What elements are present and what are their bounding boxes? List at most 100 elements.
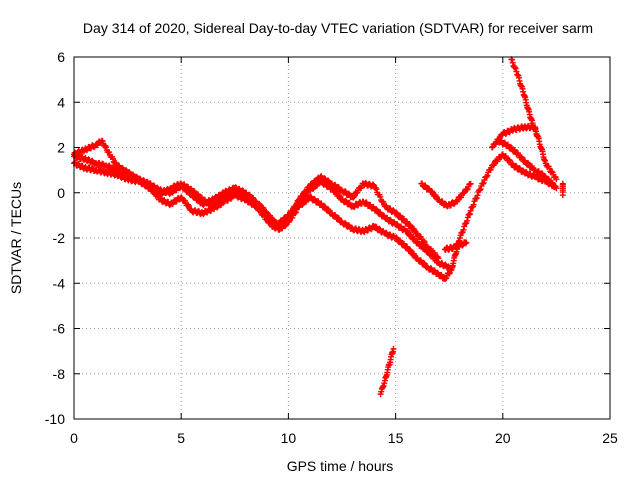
data-point <box>387 216 394 223</box>
x-tick-label: 0 <box>70 430 78 446</box>
data-point <box>368 226 375 233</box>
data-point <box>559 192 566 199</box>
y-axis-label: SDTVAR / TECUs <box>8 182 24 294</box>
y-tick-label: -8 <box>53 366 66 382</box>
y-tick-label: -10 <box>45 411 65 427</box>
y-tick-label: 2 <box>57 140 65 156</box>
data-point <box>463 239 470 246</box>
data-point <box>185 187 192 194</box>
data-point <box>200 211 207 218</box>
data-point <box>99 138 106 145</box>
data-point <box>479 180 486 187</box>
data-point <box>370 181 377 188</box>
data-point <box>534 133 541 140</box>
data-point <box>481 177 488 184</box>
data-point <box>421 244 428 251</box>
data-point <box>407 222 414 229</box>
y-tick-label: -6 <box>53 321 66 337</box>
data-point <box>109 155 116 162</box>
x-tick-label: 15 <box>388 430 404 446</box>
data-point <box>213 201 220 208</box>
y-tick-label: 6 <box>57 49 65 65</box>
data-point <box>553 185 560 192</box>
data-point <box>200 202 207 209</box>
data-point <box>214 195 221 202</box>
x-tick-label: 20 <box>495 430 511 446</box>
y-tick-label: 4 <box>57 94 65 110</box>
data-point <box>427 265 434 272</box>
x-tick-label: 10 <box>281 430 297 446</box>
chart-title: Day 314 of 2020, Sidereal Day-to-day VTE… <box>83 20 593 36</box>
data-point <box>420 238 427 245</box>
data-point <box>322 180 329 187</box>
y-tick-label: -4 <box>53 275 66 291</box>
data-point <box>293 203 300 210</box>
data-point <box>509 56 516 63</box>
y-tick-label: -2 <box>53 230 66 246</box>
y-tick-label: 0 <box>57 185 65 201</box>
axis-ticks: 0 5 10 15 20 25 -10 -8 -6 -4 -2 0 2 4 6 <box>45 49 618 446</box>
series-track-d <box>418 180 474 210</box>
series-track-a <box>71 151 558 282</box>
x-tick-label: 5 <box>177 430 185 446</box>
data-point <box>460 226 467 233</box>
series-track-f <box>495 137 560 192</box>
data-points <box>71 56 566 398</box>
data-point <box>480 179 487 186</box>
data-point <box>236 186 243 193</box>
data-point <box>445 263 452 270</box>
data-point <box>525 160 532 167</box>
data-point <box>442 261 449 268</box>
data-point <box>428 188 435 195</box>
data-point <box>335 192 342 199</box>
data-point <box>309 186 316 193</box>
data-point <box>393 234 400 241</box>
data-point <box>466 210 473 217</box>
data-point <box>178 194 185 201</box>
data-point <box>106 149 113 156</box>
data-point <box>390 345 397 352</box>
data-point <box>373 186 380 193</box>
series-track-j <box>559 180 566 199</box>
data-point <box>377 193 384 200</box>
data-point <box>342 219 349 226</box>
data-point <box>376 225 383 232</box>
data-point <box>404 227 411 234</box>
data-point <box>227 195 234 202</box>
data-point <box>553 176 560 183</box>
x-tick-label: 25 <box>602 430 618 446</box>
data-point <box>512 65 519 72</box>
data-point <box>497 137 504 144</box>
data-point <box>484 172 491 179</box>
data-point <box>325 177 332 184</box>
data-point <box>511 64 518 71</box>
data-point <box>489 144 496 151</box>
data-point <box>342 188 349 195</box>
data-point <box>446 264 453 271</box>
data-point <box>351 204 358 211</box>
data-point <box>509 59 516 66</box>
data-point <box>507 144 514 151</box>
data-point <box>464 217 471 224</box>
data-point <box>462 240 469 247</box>
data-point <box>250 197 257 204</box>
data-point <box>477 186 484 193</box>
data-point <box>393 209 400 216</box>
data-point <box>502 130 509 137</box>
data-point <box>474 192 481 199</box>
data-point <box>407 246 414 253</box>
data-point <box>464 186 471 193</box>
data-point <box>181 197 188 204</box>
data-point <box>476 187 483 194</box>
data-point <box>442 275 449 282</box>
data-point <box>470 201 477 208</box>
x-axis-label: GPS time / hours <box>287 458 394 474</box>
data-point <box>106 162 113 169</box>
series-track-c <box>71 152 453 271</box>
series-track-b <box>71 137 442 262</box>
series-track-g <box>508 56 541 140</box>
data-point <box>270 216 277 223</box>
data-point <box>513 68 520 75</box>
series-track-i <box>441 239 470 253</box>
